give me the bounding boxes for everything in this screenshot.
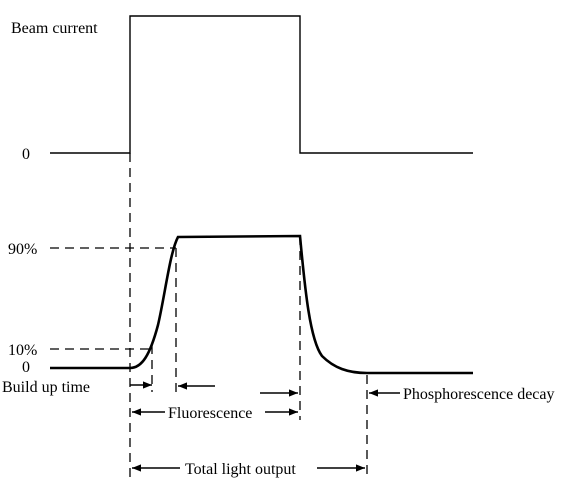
total-light-output-label: Total light output: [185, 461, 296, 478]
ten-percent-label: 10%: [8, 342, 37, 359]
zero-bottom-label: 0: [22, 359, 30, 376]
zero-top-label: 0: [22, 146, 30, 163]
light-output-curve: [50, 234, 473, 375]
beam-current-pulse: [50, 15, 473, 154]
fluorescence-label: Fluorescence: [168, 405, 252, 422]
ninety-percent-label: 90%: [8, 241, 37, 258]
beam-current-label: Beam current: [11, 20, 98, 37]
build-up-time-label: Build up time: [2, 379, 90, 396]
phosphorescence-decay-label: Phosphorescence decay: [403, 386, 555, 403]
